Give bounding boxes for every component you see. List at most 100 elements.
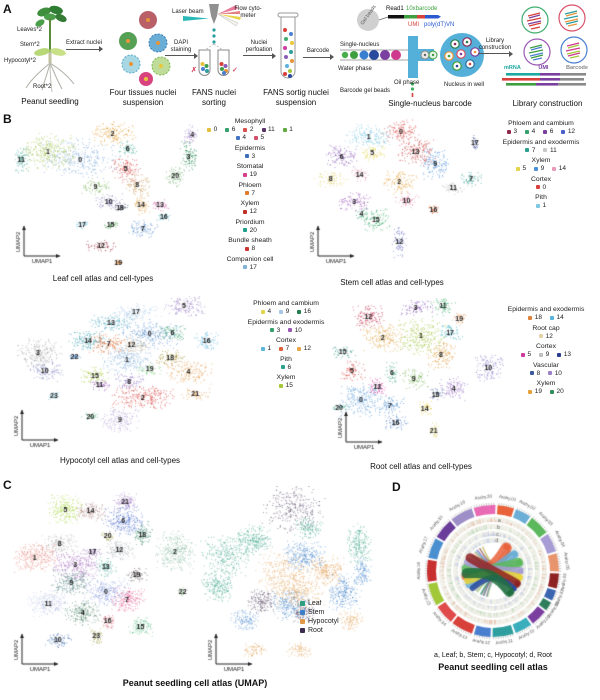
legend-swatch [279,346,284,351]
legend-group: Phloem 7 [238,182,261,197]
caption-leaf-umap: Leaf cell atlas and cell-types [52,274,154,283]
legend-group-title: Xylem [276,374,296,381]
xbarcode-label: 10xbarcode [406,6,438,12]
legend-item-label: 7 [285,345,290,352]
legend-item: 3 [506,128,518,135]
plant-label-stem: Stem*2 [20,42,40,48]
caption-panel-c: Peanut seedling cell atlas (UMAP) [122,678,268,688]
legend-item-label: 14 [558,165,566,172]
legend-item-label: 12 [303,345,311,352]
panel-a-letter: A [3,2,12,16]
legend-item-label: 3 [276,326,281,334]
legend-item: 0 [207,126,217,133]
legend-item-label: 3 [513,128,518,135]
legend-item-label: 17 [249,263,257,271]
mrna-label: mRNA [504,65,521,71]
legend-item: 3 [244,153,255,160]
legend-item-label: 13 [563,351,571,358]
legend-swatch [297,309,302,314]
polydt-label: poly(dT)VN [424,22,455,28]
legend-item-label: 6 [287,363,292,371]
legend-group: Priordium 20 [235,219,264,234]
barcode-gel-beads-label: Barcode gel beads [340,88,391,94]
legend-item: 4 [261,308,271,315]
legend-item: 11 [261,126,275,133]
caption-single-nucleus-barcode: Single-nucleus barcode [388,99,472,108]
legend-group-title: Epidermis [234,144,266,152]
legend-group-title: Epidermis and exodermis [507,306,585,313]
arrow-barcode: Barcode [303,48,334,61]
legend-group-title: Companion cell [226,255,274,263]
stem-legend: Phloem and cambium 3 4 6 12 Epidermis and exo… [486,120,596,209]
legend-item: 9 [539,351,549,358]
hypocotyl-umap-plot [6,296,234,454]
legend-swatch [244,154,249,158]
legend-item: 16 [297,308,311,315]
legend-swatch [280,365,285,369]
legend-item: 7 [244,190,255,197]
legend-group: Epidermis and exodermis 7 11 [503,139,580,154]
legend-item-label: 1 [542,202,547,209]
tissue-legend-item: Stem [300,609,339,616]
legend-item: 8 [530,370,540,377]
arrow-nuclei-perforation: Nuclei perfoation [243,40,276,59]
panel-b-letter: B [3,112,12,126]
caption-fans-sorted: FANS sortig nuclei suspension [263,88,329,107]
legend-group: Xylem 5 9 14 [516,157,566,172]
caption-peanut-seedling: Peanut seedling [21,97,79,106]
legend-item: 15 [279,382,293,389]
legend-item-label: 6 [549,128,554,135]
legend-item: 5 [516,165,526,172]
legend-item-label: 8 [251,245,256,252]
legend-item: 5 [254,134,264,141]
legend-group-title: Root cap [532,324,560,332]
legend-group-title: Xylem [536,380,556,387]
nucleus-in-well-label: Nucleus in well [444,82,485,88]
tissue-legend-item: Root [300,627,339,634]
legend-swatch [261,127,266,132]
legend-item: 1 [261,345,271,352]
legend-item: 6 [280,363,292,371]
legend-swatch [552,166,557,171]
legend-item-label: 19 [249,171,257,178]
legend-group: Vascular 8 10 [530,362,562,377]
caption-panel-d-key: a, Leaf; b, Stem; c, Hypocotyl; d, Root [434,652,552,659]
single-nucleus-barcode-illustration [340,9,484,97]
legend-swatch [261,309,265,314]
caption-fans-sorting: FANS nuclei sorting [191,88,237,107]
legend-swatch [561,129,566,134]
legend-swatch [282,127,287,132]
legend-swatch [550,315,554,320]
laser-beam-label: Laser beam [172,9,204,15]
legend-item: 5 [521,351,531,358]
legend-swatch [521,352,525,357]
legend-item: 13 [557,351,571,358]
tissue-legend-label: Hypocotyl [308,618,339,625]
legend-item-label: 19 [534,388,542,395]
legend-group-title: Epidermis and exodermis [247,318,325,326]
legend-item: 8 [244,245,256,252]
legend-group: Stomatal 19 [237,163,264,178]
legend-item-label: 20 [249,226,257,234]
legend-item: 12 [539,333,553,340]
leaf-umap-plot [8,118,198,270]
reject-mark: ✗ [191,67,197,74]
legend-item: 11 [543,147,557,154]
fans-sorting-illustration [183,4,241,76]
legend-swatch [557,352,562,357]
legend-item-label: 5 [260,134,265,141]
plant-label-root: Root*2 [33,84,52,90]
legend-item-label: 0 [542,183,547,191]
legend-group-title: Phloem and cambium [253,300,319,307]
legend-group: Epidermis and exodermis 3 10 [248,319,325,334]
legend-group-title: Mesophyll [234,118,266,125]
legend-item-label: 2 [249,126,254,133]
legend-group-title: Cortex [535,343,556,350]
legend-swatch [261,346,265,351]
legend-group: Cortex 0 [531,176,551,191]
sorted-tube-illustration [277,12,299,79]
panel-d-letter: D [392,480,401,494]
umi-label: UMI [408,22,419,28]
arrow-extract-nuclei-label: Extract nuclei [66,40,103,46]
leaf-legend: Mesophyll 0 6 2 11 1 4 5 Epidermis 3 Stomatal 19 Phl… [198,118,302,271]
